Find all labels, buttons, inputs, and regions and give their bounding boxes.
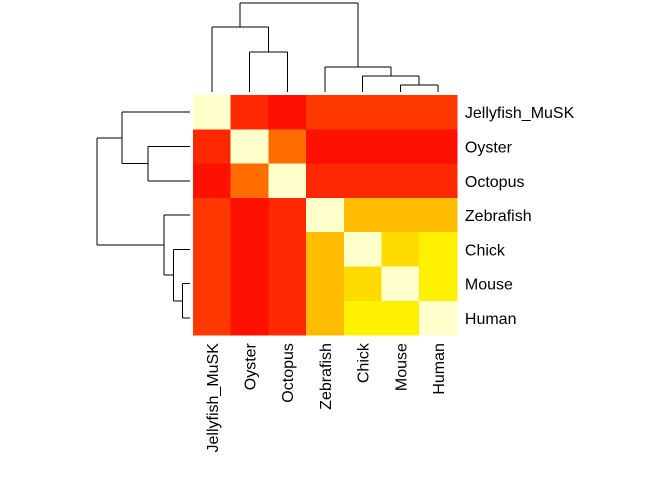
row-label-octopus: Octopus <box>465 174 525 191</box>
heatmap-cell-oyster-octopus <box>268 129 307 165</box>
heatmap-cell-zebrafish-human <box>419 197 458 233</box>
heatmap-cell-octopus-octopus <box>268 163 307 199</box>
row-label-oyster: Oyster <box>465 139 513 156</box>
heatmap-cell-human-mouse <box>381 300 420 336</box>
heatmap-cell-chick-octopus <box>268 232 307 268</box>
heatmap-cell-jellyfish-musk-human <box>419 95 458 130</box>
column-label-human: Human <box>431 343 448 395</box>
row-label-human: Human <box>465 311 517 328</box>
column-label-chick: Chick <box>356 342 373 383</box>
heatmap-cell-mouse-oyster <box>230 266 269 302</box>
heatmap-cell-zebrafish-zebrafish <box>306 197 345 233</box>
row-labels: Jellyfish_MuSK Oyster Octopus Zebrafish Chic… <box>465 105 575 328</box>
column-label-oyster: Oyster <box>243 342 260 390</box>
column-label-jellyfish-musk: Jellyfish_MuSK <box>205 343 222 453</box>
heatmap-cell-octopus-human <box>419 163 458 199</box>
heatmap-cell-mouse-mouse <box>381 266 420 302</box>
heatmap-cell-octopus-mouse <box>381 163 420 199</box>
heatmap-cell-jellyfish-musk-oyster <box>230 95 269 130</box>
heatmap-cell-chick-mouse <box>381 232 420 268</box>
heatmap-cell-jellyfish-musk-zebrafish <box>306 95 345 130</box>
heatmap-cell-oyster-zebrafish <box>306 129 345 165</box>
heatmap-cell-human-zebrafish <box>306 300 345 336</box>
row-label-jellyfish-musk: Jellyfish_MuSK <box>465 105 575 122</box>
column-label-zebrafish: Zebrafish <box>318 343 335 410</box>
heatmap-cell-octopus-chick <box>343 163 383 199</box>
heatmap-cell-mouse-zebrafish <box>306 266 345 302</box>
heatmap-cell-oyster-chick <box>343 129 383 165</box>
heatmap-cell-chick-human <box>419 232 458 268</box>
heatmap-cell-human-chick <box>343 300 383 336</box>
heatmap-cell-chick-zebrafish <box>306 232 345 268</box>
heatmap-cell-chick-oyster <box>230 232 269 268</box>
heatmap-cell-oyster-mouse <box>381 129 420 165</box>
row-label-zebrafish: Zebrafish <box>465 208 532 225</box>
heatmap-cell-jellyfish-musk-mouse <box>381 95 420 130</box>
heatmap-cell-jellyfish-musk-octopus <box>268 95 307 130</box>
heatmap-cells <box>193 95 458 336</box>
heatmap-cell-zebrafish-oyster <box>230 197 269 233</box>
heatmap-cell-human-oyster <box>230 300 269 336</box>
heatmap-cell-jellyfish-musk-jellyfish-musk <box>193 95 232 130</box>
heatmap-cell-zebrafish-jellyfish-musk <box>193 197 232 233</box>
heatmap-cell-oyster-human <box>419 129 458 165</box>
heatmap-cell-human-human <box>419 300 458 336</box>
heatmap-cell-jellyfish-musk-chick <box>343 95 383 130</box>
row-dendrogram <box>96 111 190 319</box>
row-label-chick: Chick <box>465 242 506 259</box>
heatmap-cell-human-jellyfish-musk <box>193 300 232 336</box>
heatmap-cell-mouse-jellyfish-musk <box>193 266 232 302</box>
column-dendrogram <box>211 2 439 92</box>
column-label-octopus: Octopus <box>280 343 297 403</box>
heatmap-cell-octopus-jellyfish-musk <box>193 163 232 199</box>
column-labels: Jellyfish_MuSK Oyster Octopus Zebrafish Chic… <box>205 342 448 452</box>
heatmap-cell-mouse-human <box>419 266 458 302</box>
heatmap-cell-zebrafish-mouse <box>381 197 420 233</box>
heatmap-cell-oyster-oyster <box>230 129 269 165</box>
heatmap-cell-octopus-oyster <box>230 163 269 199</box>
column-label-mouse: Mouse <box>393 343 410 391</box>
heatmap-cell-human-octopus <box>268 300 307 336</box>
heatmap-cell-octopus-zebrafish <box>306 163 345 199</box>
heatmap-cell-mouse-chick <box>343 266 383 302</box>
heatmap-cell-mouse-octopus <box>268 266 307 302</box>
heatmap-cell-zebrafish-chick <box>343 197 383 233</box>
heatmap-cell-oyster-jellyfish-musk <box>193 129 232 165</box>
heatmap-cell-zebrafish-octopus <box>268 197 307 233</box>
row-label-mouse: Mouse <box>465 277 513 294</box>
heatmap-cell-chick-jellyfish-musk <box>193 232 232 268</box>
heatmap-cell-chick-chick <box>343 232 383 268</box>
